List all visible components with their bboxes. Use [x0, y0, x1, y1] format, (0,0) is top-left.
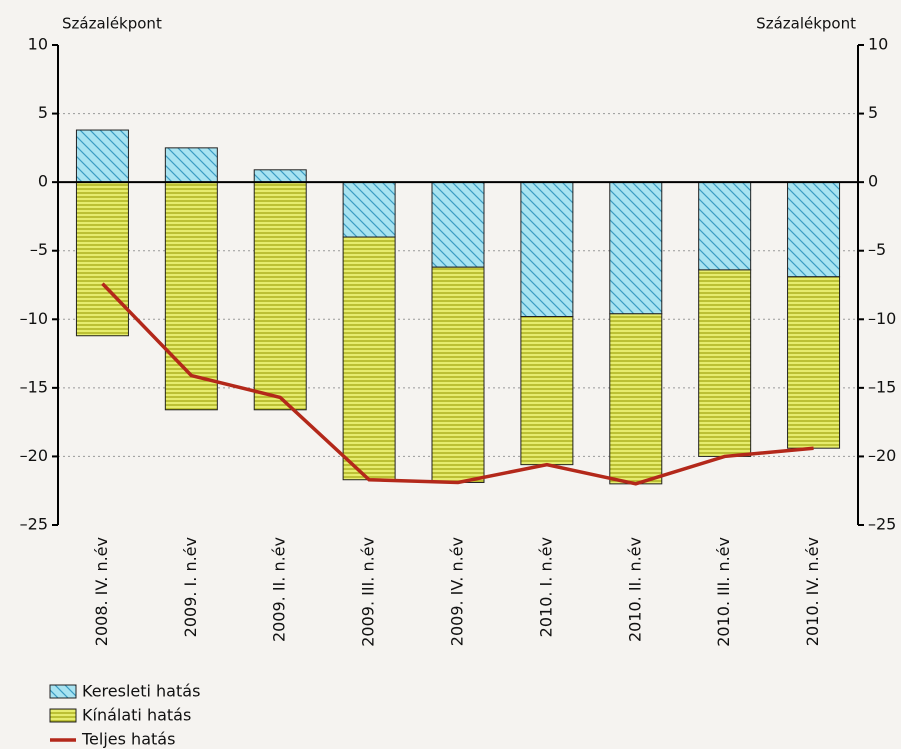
bar [431, 181, 485, 268]
y2-tick-label: 0 [868, 172, 878, 191]
y2-axis-label: Százalékpont [756, 15, 856, 33]
x-tick-label: 2008. IV. n.év [92, 537, 111, 646]
y2-tick-label: –15 [868, 377, 896, 396]
legend-label: Keresleti hatás [82, 682, 200, 701]
y2-tick-label: –25 [868, 515, 896, 534]
y-tick-label: –20 [20, 446, 48, 465]
bar [520, 181, 574, 318]
bar [698, 269, 752, 457]
y2-tick-label: –20 [868, 446, 896, 465]
x-tick-label: 2010. II. n.év [625, 537, 644, 642]
y2-tick-label: 10 [868, 35, 888, 54]
y-axis-label: Százalékpont [62, 15, 162, 33]
x-tick-label: 2010. IV. n.év [803, 537, 822, 646]
bar [75, 181, 129, 337]
x-tick-label: 2010. I. n.év [536, 537, 555, 637]
bar [253, 169, 307, 183]
x-tick-label: 2009. IV. n.év [448, 537, 467, 646]
y-tick-label: –10 [20, 309, 48, 328]
y-tick-label: –25 [20, 515, 48, 534]
y-tick-label: 10 [28, 35, 48, 54]
x-tick-label: 2009. I. n.év [181, 537, 200, 637]
bar [75, 129, 129, 183]
y-tick-label: –5 [30, 240, 48, 259]
y-tick-label: 0 [38, 172, 48, 191]
legend-swatch [49, 684, 77, 699]
bar [164, 181, 218, 411]
line [101, 282, 814, 486]
bar [520, 316, 574, 466]
bar [342, 236, 396, 481]
bar [698, 181, 752, 271]
bar [431, 266, 485, 483]
bar [787, 276, 841, 449]
y-tick-label: 5 [38, 103, 48, 122]
y2-tick-label: –10 [868, 309, 896, 328]
bar [609, 181, 663, 315]
bar [609, 313, 663, 485]
legend-swatch [49, 708, 77, 723]
bar [253, 181, 307, 411]
y-tick-label: –15 [20, 377, 48, 396]
x-tick-label: 2009. III. n.év [359, 537, 378, 647]
legend-label: Teljes hatás [81, 730, 175, 749]
bar [164, 147, 218, 183]
x-tick-label: 2010. III. n.év [714, 537, 733, 647]
bar [342, 181, 396, 238]
x-tick-label: 2009. II. n.év [270, 537, 289, 642]
y2-tick-label: –5 [868, 240, 886, 259]
bar [787, 181, 841, 278]
legend-label: Kínálati hatás [82, 706, 191, 725]
y2-tick-label: 5 [868, 103, 878, 122]
